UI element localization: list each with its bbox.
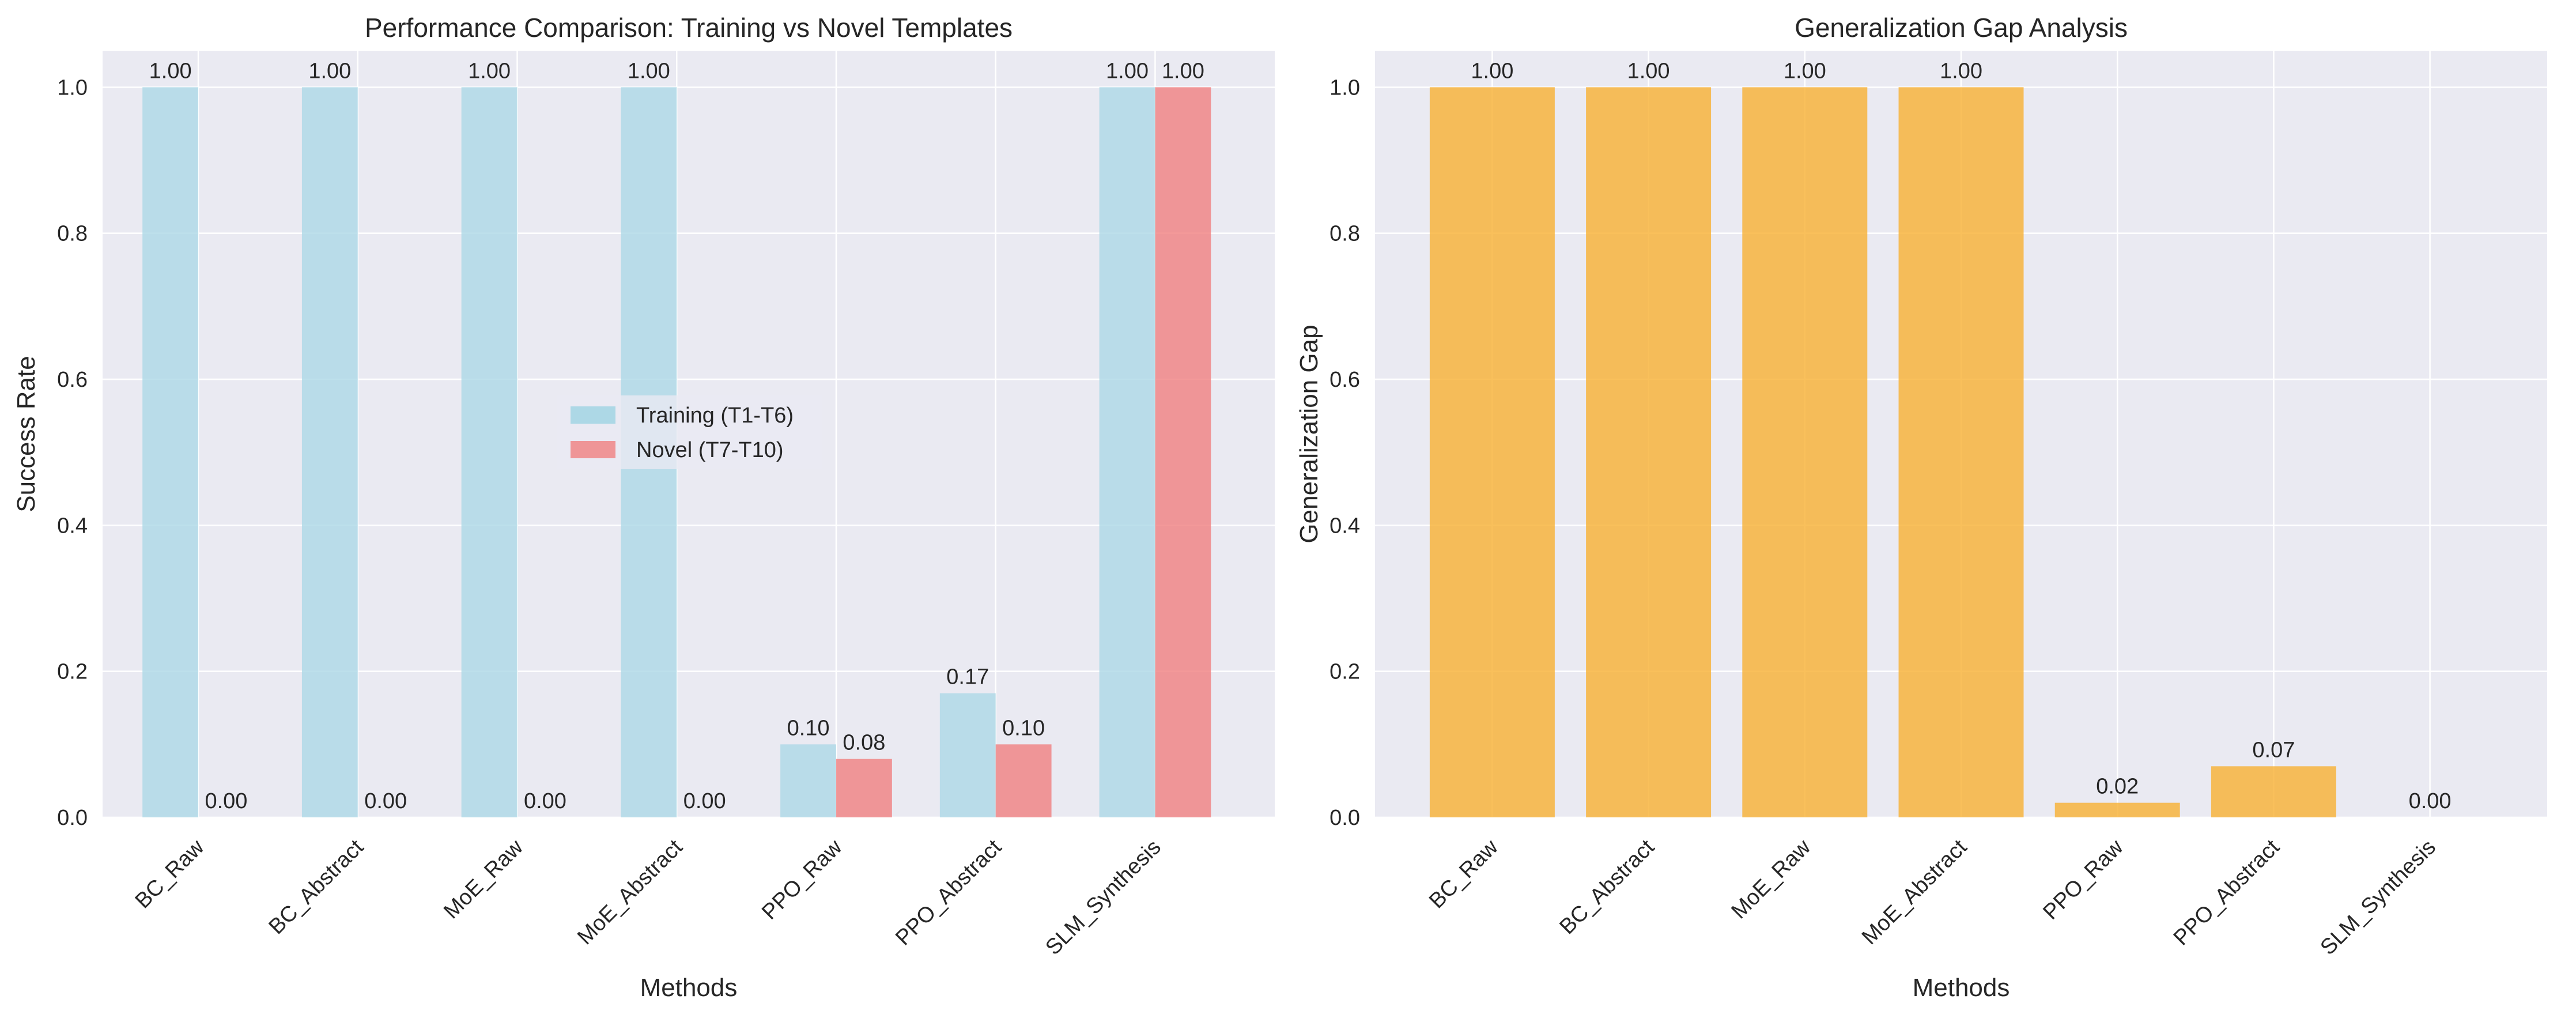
left-y-tick-label: 0.0 xyxy=(57,806,88,830)
left-data-label-moe-raw-novel: 0.00 xyxy=(524,789,566,813)
right-y-axis-label: Generalization Gap xyxy=(1295,325,1323,543)
right-y-tick-label: 1.0 xyxy=(1329,76,1360,100)
left-bar-ppo-abstract-training xyxy=(939,693,996,817)
left-bar-ppo-raw-training xyxy=(780,744,836,817)
right-x-tick-bc-abstract: BC_Abstract xyxy=(1555,835,1659,939)
right-x-tick-slm-synthesis: SLM_Synthesis xyxy=(2316,835,2441,960)
right-data-label-moe-raw: 1.00 xyxy=(1784,59,1826,83)
left-data-label-slm-synthesis-training: 1.00 xyxy=(1106,59,1149,83)
left-data-label-ppo-abstract-novel: 0.10 xyxy=(1002,716,1045,740)
left-y-tick-label: 0.6 xyxy=(57,368,88,392)
right-bar-moe-abstract xyxy=(1898,87,2024,817)
legend: Training (T1-T6) Novel (T7-T10) xyxy=(557,395,822,469)
left-data-label-bc-abstract-novel: 0.00 xyxy=(364,789,407,813)
left-y-tick-label: 0.8 xyxy=(57,222,88,246)
left-data-label-ppo-abstract-training: 0.17 xyxy=(946,665,989,689)
right-chart: 1.00 1.00 1.00 1.000.020.070.00 0.00.20.40.… xyxy=(1295,13,2547,1002)
left-bar-bc-abstract-training xyxy=(301,87,358,817)
legend-label-novel: Novel (T7-T10) xyxy=(636,438,784,462)
left-x-ticks: BC_Raw BC_Abstract MoE_Raw MoE_Abstract PPO_… xyxy=(131,835,1166,960)
left-chart: 1.00 1.00 1.00 1.000.100.171.000.00 0.00 0.00… xyxy=(12,13,1275,1002)
right-x-ticks: BC_Raw BC_Abstract MoE_Raw MoE_Abstract PPO_… xyxy=(1425,835,2441,960)
left-x-tick-slm-synthesis: SLM_Synthesis xyxy=(1041,835,1165,960)
right-bar-ppo-raw xyxy=(2054,802,2180,817)
right-x-tick-bc-raw: BC_Raw xyxy=(1425,835,1503,913)
left-bar-slm-synthesis-novel xyxy=(1155,87,1211,817)
left-y-axis-label: Success Rate xyxy=(12,356,40,512)
right-data-label-bc-abstract: 1.00 xyxy=(1627,59,1670,83)
left-x-tick-moe-abstract: MoE_Abstract xyxy=(573,835,688,949)
left-x-tick-bc-abstract: BC_Abstract xyxy=(265,835,369,939)
left-y-tick-label: 0.2 xyxy=(57,660,88,684)
right-bar-bc-abstract xyxy=(1586,87,1712,817)
right-y-tick-label: 0.8 xyxy=(1329,222,1360,246)
left-x-tick-ppo-abstract: PPO_Abstract xyxy=(891,835,1006,950)
left-bar-ppo-abstract-novel xyxy=(995,744,1052,817)
legend-swatch-training xyxy=(571,406,615,424)
right-bar-bc-raw xyxy=(1429,87,1555,817)
right-data-labels: 1.00 1.00 1.00 1.00 0.02 0.07 0.00 xyxy=(1471,59,2451,813)
right-x-tick-moe-raw: MoE_Raw xyxy=(1727,835,1816,923)
right-data-label-slm-synthesis: 0.00 xyxy=(2409,789,2452,813)
right-x-tick-moe-abstract: MoE_Abstract xyxy=(1857,835,1972,949)
legend-label-training: Training (T1-T6) xyxy=(636,403,794,428)
right-x-tick-ppo-raw: PPO_Raw xyxy=(2038,835,2128,925)
right-y-tick-label: 0.4 xyxy=(1329,514,1360,538)
right-x-tick-ppo-abstract: PPO_Abstract xyxy=(2169,835,2284,950)
left-data-label-moe-raw-training: 1.00 xyxy=(468,59,511,83)
right-x-axis-label: Methods xyxy=(1913,974,2010,1002)
right-data-label-ppo-raw: 0.02 xyxy=(2096,775,2139,799)
left-x-tick-moe-raw: MoE_Raw xyxy=(439,835,528,923)
right-y-tick-label: 0.6 xyxy=(1329,368,1360,392)
right-bars xyxy=(1429,87,2336,817)
right-data-label-ppo-abstract: 0.07 xyxy=(2252,738,2295,762)
left-bars xyxy=(142,87,1211,817)
left-y-tick-label: 1.0 xyxy=(57,76,88,100)
right-bar-moe-raw xyxy=(1742,87,1868,817)
left-bar-bc-raw-training xyxy=(142,87,199,817)
left-x-axis-label: Methods xyxy=(640,974,738,1002)
left-data-label-bc-raw-training: 1.00 xyxy=(149,59,192,83)
right-y-ticks: 0.0 0.2 0.4 0.6 0.8 1.0 xyxy=(1329,76,1360,830)
right-chart-title: Generalization Gap Analysis xyxy=(1795,13,2128,43)
left-data-labels: 1.00 1.00 1.00 1.00 0.10 0.17 1.00 0.00 0.00 0.00… xyxy=(149,59,1204,813)
left-x-tick-ppo-raw: PPO_Raw xyxy=(757,835,847,925)
right-data-label-bc-raw: 1.00 xyxy=(1471,59,1513,83)
right-bar-ppo-abstract xyxy=(2211,766,2336,817)
legend-swatch-novel xyxy=(571,441,615,458)
left-data-label-bc-raw-novel: 0.00 xyxy=(205,789,247,813)
left-data-label-moe-abstract-training: 1.00 xyxy=(628,59,670,83)
left-x-tick-bc-raw: BC_Raw xyxy=(131,835,209,913)
left-bar-ppo-raw-novel xyxy=(836,759,892,817)
right-y-tick-label: 0.2 xyxy=(1329,660,1360,684)
left-chart-title: Performance Comparison: Training vs Nove… xyxy=(365,13,1013,43)
left-data-label-slm-synthesis-novel: 1.00 xyxy=(1162,59,1204,83)
left-bar-moe-raw-training xyxy=(461,87,518,817)
left-data-label-moe-abstract-novel: 0.00 xyxy=(683,789,726,813)
left-data-label-ppo-raw-training: 0.10 xyxy=(787,716,830,740)
left-bar-slm-synthesis-training xyxy=(1099,87,1155,817)
right-data-label-moe-abstract: 1.00 xyxy=(1940,59,1982,83)
left-y-ticks: 0.0 0.2 0.4 0.6 0.8 1.0 xyxy=(57,76,88,830)
left-data-label-bc-abstract-training: 1.00 xyxy=(308,59,351,83)
right-y-tick-label: 0.0 xyxy=(1329,806,1360,830)
left-data-label-ppo-raw-novel: 0.08 xyxy=(843,731,885,755)
left-y-tick-label: 0.4 xyxy=(57,514,88,538)
